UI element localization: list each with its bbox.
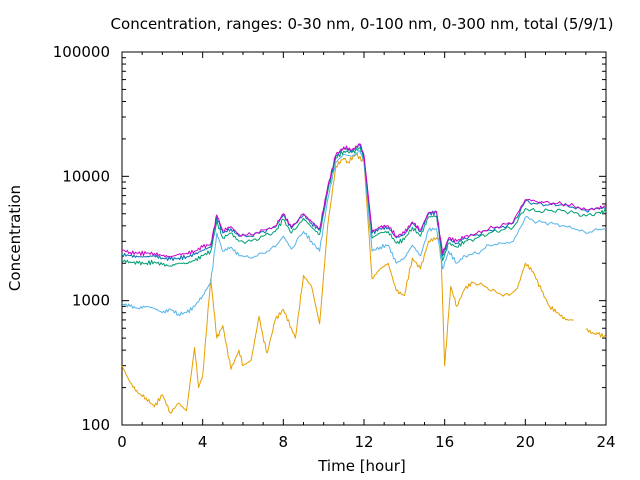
y-tick-label: 1000	[72, 292, 110, 310]
plot-frame	[121, 51, 607, 426]
series-line-1	[121, 153, 607, 414]
y-tick-label: 100	[81, 416, 110, 434]
y-axis-label: Concentration	[6, 185, 24, 291]
series-line-4	[121, 144, 607, 262]
y-tick-label: 100000	[53, 43, 110, 61]
y-tick-label: 10000	[62, 167, 110, 185]
axis-ticks: 0 4 8 12 16 20 24 100 1000 10000 100000	[53, 43, 616, 451]
x-tick-label: 12	[354, 433, 373, 451]
x-axis-label: Time [hour]	[317, 457, 406, 475]
chart-title: Concentration, ranges: 0-30 nm, 0-100 nm…	[111, 15, 614, 33]
series-line-5	[121, 143, 607, 258]
series-line-3	[121, 147, 607, 267]
x-tick-label: 16	[435, 433, 454, 451]
x-tick-label: 24	[596, 433, 615, 451]
x-tick-label: 8	[279, 433, 289, 451]
x-tick-label: 0	[117, 433, 127, 451]
x-tick-label: 20	[516, 433, 535, 451]
series-line-2	[121, 150, 607, 317]
x-tick-label: 4	[198, 433, 208, 451]
series-group	[121, 143, 607, 414]
